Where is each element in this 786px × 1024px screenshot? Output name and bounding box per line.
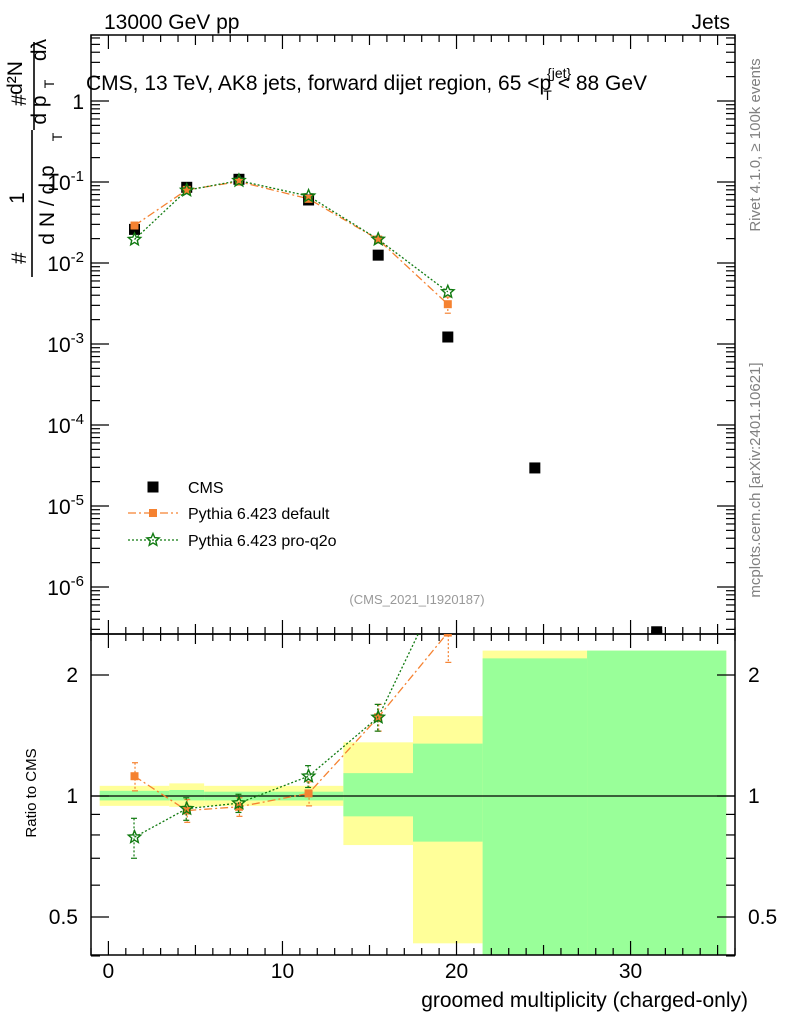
- y-tick-label: 10-4: [47, 411, 84, 438]
- ratio-y-tick-labels: 0.5 0.5 1 1 2 2: [49, 664, 777, 929]
- y-tick-label: 10-2: [47, 249, 84, 276]
- ylabel-hash: #: [8, 252, 31, 264]
- legend: CMS Pythia 6.423 default Pythia 6.423 pro-…: [128, 480, 337, 550]
- point-pythia-pro-q2o: [178, 181, 195, 198]
- band-inner-3: [343, 773, 413, 817]
- ratio-bands: [99, 650, 727, 955]
- legend-label: Pythia 6.423 pro-q2o: [188, 533, 337, 550]
- y-tick-label: 10-3: [47, 330, 84, 357]
- x-tick-labels: 0 10 20 30: [103, 960, 643, 983]
- ylabel-d2n: d²N: [4, 61, 27, 95]
- x-tick-label: 0: [103, 960, 115, 983]
- ylabel-hash-2: #: [8, 94, 31, 106]
- point-pythia-pro-q2o: [126, 231, 143, 247]
- point-pythia-pro-q2o: [231, 172, 247, 188]
- ylabel-t-2: T: [41, 79, 57, 88]
- analysis-tag: (CMS_2021_I1920187): [349, 592, 484, 607]
- ratio-plot-area: [126, 566, 454, 859]
- y-tick-label: 1: [72, 91, 84, 114]
- point-pythia-pro-q2o: [300, 187, 317, 203]
- ratio-y-tick-label-right: 0.5: [748, 906, 777, 929]
- header-right: Jets: [691, 11, 730, 34]
- point-pythia-pro-q2o: [370, 231, 387, 247]
- point-cms-edge: [651, 630, 663, 634]
- ratio-point-pythia-default: [443, 634, 452, 637]
- ratio-point-pythia-pro-q2o: [178, 800, 195, 816]
- series-line-pythia-pro-q2o: [134, 179, 449, 293]
- ratio-point-pythia-pro-q2o: [126, 828, 143, 844]
- ratio-y-tick-label-right: 1: [748, 785, 760, 808]
- legend-label: CMS: [188, 480, 224, 497]
- legend-marker-cms: [147, 481, 159, 493]
- overlay: [651, 630, 663, 634]
- point-pythia-default: [374, 235, 383, 244]
- point-pythia-default: [182, 185, 191, 194]
- axis-ticks: [90, 35, 736, 957]
- point-pythia-pro-q2o: [439, 283, 456, 299]
- band-inner-6: [587, 650, 727, 955]
- point-pythia-default: [234, 177, 243, 186]
- legend-marker-pythia-pro-q2o: [145, 531, 161, 547]
- x-axis-label: groomed multiplicity (charged-only): [421, 989, 748, 1012]
- y-tick-label: 10-1: [47, 168, 84, 195]
- ratio-y-tick-label-left: 2: [66, 664, 78, 687]
- band-inner-4: [413, 743, 483, 842]
- chart-title: CMS, 13 TeV, AK8 jets, forward dijet reg…: [86, 65, 647, 103]
- y-tick-label: 10-6: [47, 573, 84, 600]
- ratio-point-pythia-pro-q2o: [442, 566, 454, 578]
- header-left: 13000 GeV pp: [104, 11, 239, 34]
- point-cms: [372, 249, 384, 261]
- point-cms: [442, 331, 454, 343]
- y-tick-label: 10-5: [47, 492, 84, 519]
- y-tick-labels: 1 10-1 10-2 10-3 10-4 10-5 10-6: [47, 91, 84, 600]
- ratio-y-axis-label: Ratio to CMS: [23, 748, 40, 837]
- x-tick-label: 10: [271, 960, 294, 983]
- point-pythia-default: [443, 300, 452, 309]
- legend-marker-pythia-default: [149, 509, 157, 517]
- ratio-point-pythia-default: [130, 772, 139, 781]
- point-pythia-default: [130, 221, 139, 230]
- legend-label: Pythia 6.423 default: [188, 506, 330, 523]
- ylabel-dpt: d p: [28, 95, 51, 124]
- ratio-frame: [90, 633, 736, 956]
- rivet-version-label: Rivet 4.1.0, ≥ 100k events: [747, 58, 764, 231]
- ylabel-dlambda: dλ: [28, 38, 51, 61]
- series-line-pythia-default: [134, 180, 449, 305]
- ratio-point-pythia-default: [304, 789, 313, 798]
- ratio-y-tick-label-left: 0.5: [49, 906, 78, 929]
- ratio-point-pythia-pro-q2o: [370, 708, 387, 724]
- x-tick-label: 30: [619, 960, 642, 983]
- ratio-point-pythia-pro-q2o: [231, 794, 247, 810]
- ylabel-dn: d N / d p: [36, 165, 59, 244]
- main-plot-area: [126, 172, 663, 634]
- ylabel-one: 1: [6, 192, 29, 204]
- ratio-y-tick-label-left: 1: [66, 785, 78, 808]
- band-inner-5: [482, 658, 588, 955]
- point-cms: [529, 462, 541, 474]
- ratio-point-pythia-pro-q2o: [300, 767, 317, 783]
- mcplots-label: mcplots.cern.ch [arXiv:2401.10621]: [747, 362, 764, 597]
- x-tick-label: 20: [445, 960, 468, 983]
- ratio-y-tick-label-right: 2: [748, 664, 760, 687]
- band-inner-1: [169, 789, 205, 801]
- ylabel-t: T: [49, 132, 65, 141]
